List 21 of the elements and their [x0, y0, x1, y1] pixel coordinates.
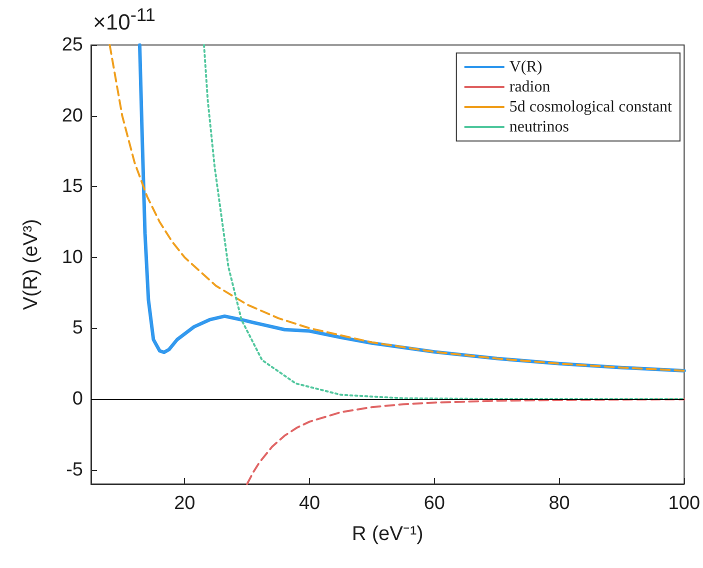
- x-tick-label: 80: [548, 493, 570, 514]
- x-tick-label: 100: [668, 493, 700, 514]
- y-tick-label: 15: [62, 176, 83, 198]
- legend-label: 5d cosmological constant: [509, 98, 673, 116]
- y-tick-label: 10: [62, 246, 83, 268]
- x-tick-label: 20: [174, 493, 196, 514]
- legend-label: neutrinos: [509, 118, 569, 136]
- legend-label: V(R): [509, 58, 542, 76]
- line-series: [203, 44, 686, 400]
- line-series: [246, 398, 686, 485]
- y-tick-label: 20: [62, 105, 83, 126]
- y-axis-title: V(R) (eV³): [20, 218, 42, 310]
- legend-label: radion: [509, 78, 550, 96]
- y-tick-label: 0: [72, 388, 83, 410]
- y-tick-label: -5: [66, 459, 83, 480]
- y-tick-label: 25: [62, 34, 83, 56]
- x-tick-label: 40: [298, 493, 320, 514]
- x-axis-title: R (eV⁻¹): [352, 523, 424, 545]
- text: ×10$^{-11}$: [93, 4, 156, 36]
- x-tick-label: 60: [424, 493, 445, 514]
- y-tick-label: 5: [72, 318, 83, 339]
